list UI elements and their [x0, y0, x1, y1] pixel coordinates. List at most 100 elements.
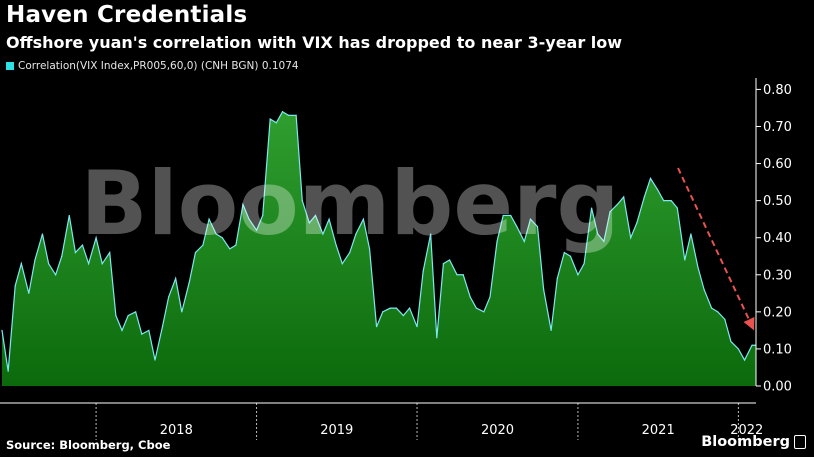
- x-tick-label: 2019: [320, 423, 353, 438]
- series-point: [88, 263, 90, 265]
- series-point: [475, 307, 477, 309]
- brand-text: Bloomberg: [701, 434, 790, 450]
- series-point: [529, 218, 532, 220]
- y-tick-label: 0.70: [763, 120, 792, 135]
- source-note: Source: Bloomberg, Cboe: [6, 438, 171, 452]
- series-point: [229, 248, 231, 250]
- series-point: [362, 218, 364, 220]
- series-point: [448, 259, 451, 261]
- brand-logo: Bloomberg: [701, 434, 806, 450]
- series-point: [382, 311, 384, 313]
- series-point: [127, 314, 129, 317]
- series-point: [583, 263, 585, 265]
- series-point: [48, 263, 50, 265]
- y-tick-label: 0.10: [763, 342, 792, 357]
- chart-title: Haven Credentials: [6, 2, 248, 28]
- chart-svg: Bloomberg 0.000.100.200.300.400.500.600.…: [0, 78, 792, 440]
- series-point: [489, 296, 491, 298]
- series-point: [556, 277, 558, 280]
- series-point: [643, 196, 645, 198]
- legend: Correlation(VIX Index,PR005,60,0) (CNH B…: [6, 60, 299, 72]
- series-point: [95, 237, 97, 239]
- series-point: [275, 122, 277, 124]
- series-point: [7, 370, 9, 372]
- series-point: [248, 218, 250, 220]
- series-point: [523, 240, 525, 243]
- chart-area: Bloomberg 0.00 0.10 0.20 0.30 0.40 0.50 0.60 0.…: [0, 78, 814, 440]
- series-point: [20, 263, 22, 265]
- x-tick-label: 2018: [160, 423, 193, 438]
- series-point: [711, 307, 713, 309]
- series-point: [636, 222, 638, 224]
- series-point: [161, 326, 164, 328]
- legend-label: Correlation(VIX Index,PR005,60,0) (CNH B…: [18, 60, 299, 72]
- series-point: [543, 289, 545, 291]
- series-point: [314, 214, 317, 217]
- series-point: [402, 314, 404, 317]
- series-point: [188, 281, 190, 283]
- series-point: [408, 307, 411, 309]
- series-point: [28, 292, 30, 294]
- y-tick-label: 0.60: [763, 157, 792, 172]
- series-point: [502, 214, 504, 217]
- series-point: [215, 233, 217, 235]
- series-point: [737, 348, 740, 350]
- series-point: [68, 214, 70, 217]
- series-point: [235, 244, 237, 246]
- series-point: [603, 240, 605, 243]
- series-point: [115, 314, 117, 317]
- y-tick-label: 0.30: [763, 268, 792, 283]
- series-point: [510, 214, 512, 217]
- series-area: [2, 111, 756, 386]
- series-point: [663, 200, 665, 202]
- series-point: [724, 318, 726, 320]
- series-point: [483, 311, 485, 313]
- y-tick-label: 0.20: [763, 305, 792, 320]
- series-point: [442, 263, 445, 265]
- series-point: [416, 326, 418, 328]
- y-tick-label: 0.40: [763, 231, 792, 246]
- x-tick-label: 2021: [642, 423, 675, 438]
- series-point: [496, 240, 498, 243]
- series-point: [288, 114, 290, 116]
- series-point: [703, 289, 705, 291]
- series-point: [649, 177, 652, 179]
- brand-icon: [794, 435, 806, 449]
- series-point: [221, 237, 223, 239]
- series-point: [335, 244, 337, 246]
- series-point: [616, 203, 619, 205]
- series-point: [34, 259, 36, 261]
- series-point: [81, 244, 84, 246]
- x-tick-label: 2020: [481, 423, 514, 438]
- series-point: [1, 329, 3, 331]
- series-point: [577, 274, 579, 276]
- series-point: [469, 296, 471, 298]
- series-point: [516, 225, 518, 228]
- series-point: [355, 233, 357, 235]
- series-point: [101, 263, 103, 265]
- y-tick-label: 0.80: [763, 83, 792, 98]
- series-point: [676, 207, 678, 209]
- series-point: [623, 196, 625, 198]
- series-point: [563, 251, 565, 254]
- series-point: [109, 251, 111, 254]
- series-point: [389, 307, 391, 309]
- series-point: [14, 285, 16, 287]
- series-point: [684, 259, 686, 261]
- series-point: [751, 344, 753, 346]
- series-point: [349, 251, 351, 254]
- series-point: [208, 218, 210, 220]
- chart-subtitle: Offshore yuan's correlation with VIX has…: [6, 33, 623, 52]
- series-point: [295, 114, 297, 116]
- series-point: [368, 248, 371, 250]
- series-point: [74, 251, 77, 254]
- series-point: [262, 214, 264, 217]
- series-point: [536, 225, 539, 228]
- x-tick-label: 2022: [730, 423, 763, 438]
- series-point: [550, 329, 552, 331]
- series-point: [202, 244, 204, 246]
- series-point: [168, 296, 170, 298]
- series-point: [609, 211, 611, 213]
- y-tick-label: 0.00: [763, 380, 792, 395]
- series-point: [148, 329, 150, 331]
